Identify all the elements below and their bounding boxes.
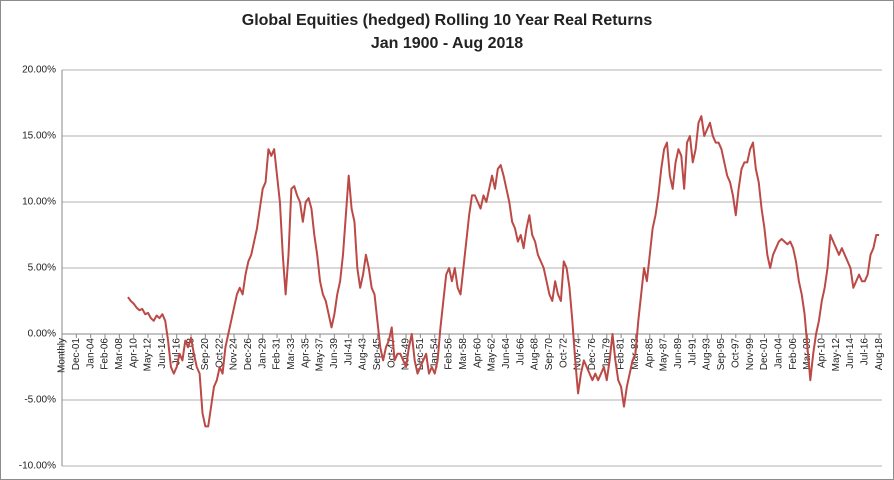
y-tick-label: -10.00% [19, 461, 56, 472]
x-tick-label: May-37 [315, 338, 326, 372]
y-tick-label: 20.00% [22, 65, 56, 76]
chart-title: Global Equities (hedged) Rolling 10 Year… [242, 12, 653, 29]
x-tick-label: Feb-06 [100, 338, 111, 370]
x-tick-label: Sep-20 [200, 338, 211, 371]
x-tick-label: Nov-49 [401, 338, 412, 371]
x-tick-label: Jun-14 [157, 338, 168, 369]
x-tick-label: May-12 [831, 338, 842, 372]
x-tick-label: Aug-93 [702, 338, 713, 371]
x-tick-label: Oct-47 [386, 338, 397, 368]
x-tick-label: Jan-04 [85, 338, 96, 369]
x-tick-label: Jan-04 [773, 338, 784, 369]
x-tick-label: Jul-91 [687, 338, 698, 366]
x-tick-label: Aug-18 [874, 338, 885, 371]
x-tick-label: Jul-16 [859, 338, 870, 366]
x-tick-label: Sep-95 [716, 338, 727, 371]
y-tick-label: -5.00% [24, 395, 56, 406]
x-tick-label: Monthly [57, 338, 68, 373]
x-tick-label: Mar-08 [114, 338, 125, 370]
x-tick-label: Jan-29 [257, 338, 268, 369]
y-tick-label: 5.00% [28, 263, 56, 274]
x-tick-label: May-12 [143, 338, 154, 372]
y-tick-label: 15.00% [22, 131, 56, 142]
x-tick-label: Sep-45 [372, 338, 383, 371]
x-tick-label: Aug-68 [530, 338, 541, 371]
x-tick-label: Jul-41 [343, 338, 354, 366]
x-tick-label: Apr-10 [816, 338, 827, 368]
x-tick-label: Aug-43 [358, 338, 369, 371]
x-tick-label: Dec-01 [759, 338, 770, 371]
x-tick-label: Nov-74 [573, 338, 584, 371]
x-tick-label: Apr-60 [472, 338, 483, 368]
y-tick-label: 0.00% [28, 329, 56, 340]
data-line [127, 115, 880, 428]
x-tick-label: Oct-72 [558, 338, 569, 368]
x-tick-label: Jun-14 [845, 338, 856, 369]
x-tick-label: Aug-18 [186, 338, 197, 371]
x-tick-label: May-62 [487, 338, 498, 372]
x-tick-label: Jun-64 [501, 338, 512, 369]
x-tick-label: Mar-33 [286, 338, 297, 370]
x-tick-label: Apr-35 [300, 338, 311, 368]
x-tick-label: Nov-99 [745, 338, 756, 371]
x-tick-label: Apr-85 [644, 338, 655, 368]
x-tick-label: Jun-89 [673, 338, 684, 369]
x-tick-label: Nov-24 [229, 338, 240, 371]
x-tick-label: Dec-26 [243, 338, 254, 371]
x-tick-label: Dec-01 [71, 338, 82, 371]
x-tick-label: Jan-54 [429, 338, 440, 369]
x-tick-label: Apr-10 [128, 338, 139, 368]
x-tick-label: Jan-79 [601, 338, 612, 369]
x-tick-label: Oct-97 [730, 338, 741, 368]
x-tick-label: Feb-06 [788, 338, 799, 370]
x-tick-label: Dec-51 [415, 338, 426, 371]
x-tick-label: Sep-70 [544, 338, 555, 371]
x-tick-label: Mar-58 [458, 338, 469, 370]
x-tick-label: Feb-31 [272, 338, 283, 370]
x-tick-label: Jul-16 [171, 338, 182, 366]
x-tick-label: Feb-56 [444, 338, 455, 370]
x-tick-label: Jul-66 [515, 338, 526, 366]
x-tick-label: May-87 [659, 338, 670, 372]
x-tick-label: Oct-22 [214, 338, 225, 368]
x-tick-label: Dec-76 [587, 338, 598, 371]
y-tick-label: 10.00% [22, 197, 56, 208]
x-tick-label: Jun-39 [329, 338, 340, 369]
chart-subtitle: Jan 1900 - Aug 2018 [371, 35, 523, 52]
x-tick-label: Feb-81 [616, 338, 627, 370]
